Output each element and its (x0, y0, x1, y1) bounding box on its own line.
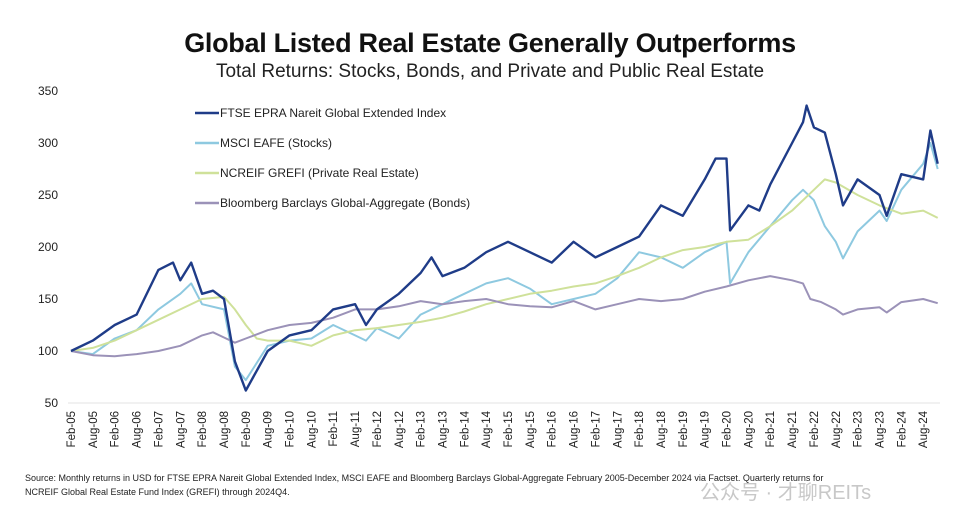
x-tick-label: Feb-22 (809, 411, 821, 447)
x-tick-label: Aug-20 (743, 411, 755, 448)
x-tick-label: Aug-09 (263, 411, 275, 448)
y-tick-label: 150 (38, 292, 58, 306)
x-tick-label: Feb-23 (853, 411, 865, 447)
x-tick-label: Feb-13 (416, 411, 428, 447)
series-line-2 (70, 142, 939, 382)
x-tick-label: Aug-16 (569, 411, 581, 448)
y-tick-label: 200 (38, 240, 58, 254)
x-tick-label: Feb-08 (197, 411, 209, 447)
x-tick-label: Aug-24 (918, 410, 930, 448)
x-tick-label: Aug-13 (437, 411, 449, 448)
x-tick-label: Feb-09 (241, 411, 253, 447)
y-tick-label: 300 (38, 136, 58, 150)
x-tick-label: Feb-18 (634, 411, 646, 447)
x-tick-label: Aug-14 (481, 410, 493, 448)
x-tick-label: Feb-24 (896, 410, 908, 447)
x-tick-label: Aug-07 (175, 411, 187, 448)
x-tick-label: Feb-10 (285, 411, 297, 447)
x-tick-label: Feb-17 (590, 411, 602, 447)
legend-label: FTSE EPRA Nareit Global Extended Index (220, 106, 446, 120)
source-note-line-2: NCREIF Global Real Estate Fund Index (GR… (25, 487, 290, 497)
x-tick-label: Aug-10 (306, 411, 318, 448)
x-tick-label: Feb-20 (722, 411, 734, 447)
x-tick-label: Aug-12 (394, 411, 406, 448)
x-tick-label: Aug-18 (656, 411, 668, 448)
x-tick-label: Aug-22 (831, 411, 843, 448)
series-line-1 (70, 104, 939, 392)
x-tick-label: Feb-06 (110, 411, 122, 447)
x-tick-label: Aug-21 (787, 411, 799, 448)
chart-title: Global Listed Real Estate Generally Outp… (184, 28, 796, 58)
x-tick-label: Feb-14 (459, 410, 471, 447)
x-tick-label: Feb-19 (678, 411, 690, 447)
x-tick-label: Feb-16 (547, 411, 559, 447)
y-tick-label: 350 (38, 84, 58, 98)
legend-label: Bloomberg Barclays Global-Aggregate (Bon… (220, 196, 470, 210)
y-tick-label: 50 (45, 396, 59, 410)
legend-label: MSCI EAFE (Stocks) (220, 136, 332, 150)
x-tick-label: Aug-06 (132, 411, 144, 448)
x-tick-label: Aug-15 (525, 411, 537, 448)
x-tick-label: Feb-12 (372, 411, 384, 447)
source-note-line-1: Source: Monthly returns in USD for FTSE … (25, 473, 824, 483)
x-tick-label: Feb-11 (328, 411, 340, 447)
x-tick-label: Aug-23 (874, 411, 886, 448)
x-tick-label: Feb-21 (765, 411, 777, 447)
series-line-4 (70, 275, 938, 358)
x-tick-label: Aug-08 (219, 411, 231, 448)
x-tick-label: Aug-05 (88, 411, 100, 448)
x-tick-label: Feb-15 (503, 411, 515, 447)
y-tick-label: 100 (38, 344, 58, 358)
chart-subtitle: Total Returns: Stocks, Bonds, and Privat… (215, 61, 765, 82)
x-tick-label: Aug-11 (350, 411, 362, 447)
x-tick-label: Aug-17 (612, 411, 624, 448)
y-tick-label: 250 (38, 188, 58, 202)
x-tick-label: Feb-07 (153, 411, 165, 447)
series-line-3 (70, 178, 939, 352)
legend-label: NCREIF GREFI (Private Real Estate) (220, 166, 419, 180)
x-tick-label: Feb-05 (66, 411, 78, 447)
x-tick-label: Aug-19 (700, 411, 712, 448)
watermark: 公众号 · 才聊REITs (700, 482, 872, 504)
